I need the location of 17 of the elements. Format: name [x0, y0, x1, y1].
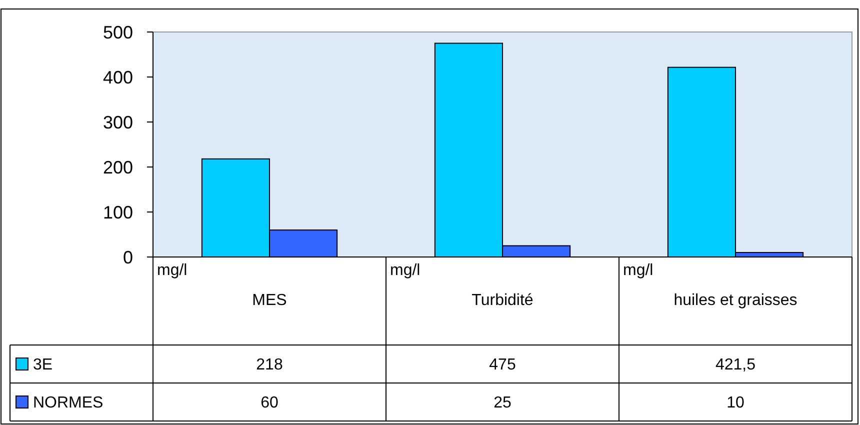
data-label: 60	[260, 394, 278, 412]
data-label: 10	[726, 394, 744, 412]
category-label: mg/l huiles et graisses	[623, 262, 798, 309]
legend-label: NORMES	[33, 394, 104, 412]
y-tick-label: 300	[102, 112, 133, 132]
legend-label: 3E	[33, 356, 53, 374]
y-tick-label: 100	[102, 202, 133, 222]
y-tick-label: 0	[122, 247, 133, 268]
y-tick-label: 500	[102, 22, 133, 42]
category-label: mg/l Turbidité	[390, 262, 534, 309]
category-label: mg/l MES	[157, 262, 287, 309]
data-label: 218	[256, 356, 283, 374]
data-label: 475	[489, 356, 516, 374]
data-label: 421,5	[715, 356, 756, 374]
y-tick-label: 400	[102, 67, 133, 88]
data-label: 25	[494, 394, 512, 412]
y-tick-label: 200	[102, 157, 133, 178]
